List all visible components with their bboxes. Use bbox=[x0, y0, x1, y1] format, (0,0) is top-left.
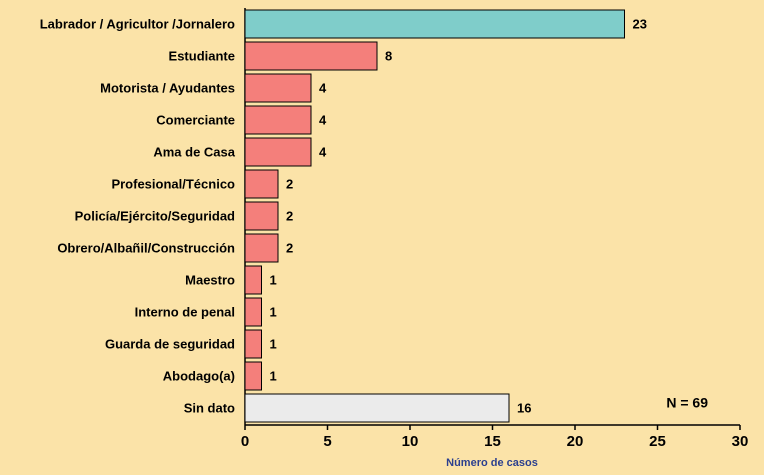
bar bbox=[244, 265, 262, 295]
value-label: 2 bbox=[286, 208, 293, 223]
bar bbox=[244, 201, 279, 231]
value-label: 1 bbox=[270, 336, 277, 351]
y-tick-label: Interno de penal bbox=[135, 304, 235, 319]
y-tick-label: Comerciante bbox=[156, 112, 235, 127]
value-label: 16 bbox=[517, 400, 531, 415]
bar bbox=[244, 393, 510, 423]
x-tick-label: 30 bbox=[732, 433, 749, 450]
x-tick-label: 0 bbox=[241, 433, 249, 450]
bar bbox=[244, 361, 262, 391]
bar bbox=[244, 233, 279, 263]
x-tick-label: 15 bbox=[484, 433, 501, 450]
y-tick-label: Profesional/Técnico bbox=[111, 176, 235, 191]
value-label: 1 bbox=[270, 272, 277, 287]
value-label: 23 bbox=[633, 16, 647, 31]
bar bbox=[244, 9, 625, 39]
value-label: 2 bbox=[286, 240, 293, 255]
y-tick-label: Policía/Ejército/Seguridad bbox=[75, 208, 235, 223]
y-tick-label: Ama de Casa bbox=[153, 144, 235, 159]
value-label: 1 bbox=[270, 304, 277, 319]
x-tick-label: 10 bbox=[402, 433, 419, 450]
x-tick-label: 25 bbox=[649, 433, 666, 450]
y-tick-label: Abodago(a) bbox=[163, 368, 235, 383]
annotation: N = 69 bbox=[666, 395, 708, 411]
value-label: 4 bbox=[319, 80, 327, 95]
bar bbox=[244, 169, 279, 199]
y-tick-label: Maestro bbox=[185, 272, 235, 287]
value-label: 2 bbox=[286, 176, 293, 191]
x-tick-label: 5 bbox=[323, 433, 331, 450]
bar bbox=[244, 41, 378, 71]
bar bbox=[244, 297, 262, 327]
x-axis-label: Número de casos bbox=[446, 457, 538, 469]
y-tick-label: Motorista / Ayudantes bbox=[100, 80, 235, 95]
bar bbox=[244, 105, 312, 135]
bar bbox=[244, 73, 312, 103]
x-tick-label: 20 bbox=[567, 433, 584, 450]
y-tick-label: Labrador / Agricultor /Jornalero bbox=[40, 16, 235, 31]
y-tick-label: Guarda de seguridad bbox=[105, 336, 235, 351]
y-tick-label: Estudiante bbox=[169, 48, 235, 63]
bar bbox=[244, 137, 312, 167]
bar bbox=[244, 329, 262, 359]
y-tick-label: Obrero/Albañil/Construcción bbox=[57, 240, 235, 255]
value-label: 4 bbox=[319, 144, 327, 159]
value-label: 1 bbox=[270, 368, 277, 383]
value-label: 8 bbox=[385, 48, 392, 63]
y-tick-label: Sin dato bbox=[184, 400, 235, 415]
value-label: 4 bbox=[319, 112, 327, 127]
